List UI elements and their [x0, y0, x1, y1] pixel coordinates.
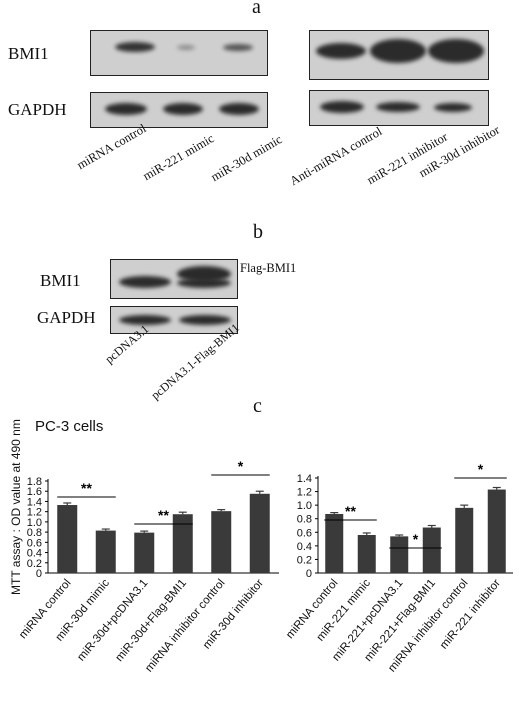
band: [179, 315, 231, 325]
significance-label: *: [238, 458, 244, 474]
significance-label: *: [478, 461, 484, 477]
band: [163, 103, 203, 115]
panel-a-bmi1-label: BMI1: [8, 44, 49, 63]
bar: [487, 489, 506, 573]
y-tick-label: 1.8: [27, 476, 42, 488]
panel-b-letter: b: [253, 221, 263, 243]
bar: [134, 532, 155, 573]
panel-b-bmi1-blot: [110, 259, 238, 299]
band: [177, 278, 231, 288]
panel-b-gapdh-blot: [110, 306, 238, 334]
y-tick-label: 0: [306, 568, 312, 580]
panel-b-gapdh-label: GAPDH: [37, 308, 96, 327]
band: [316, 43, 366, 59]
panel-a-gapdh-blot-left: [90, 92, 268, 128]
panel-a-letter: a: [252, 0, 261, 18]
y-tick-label: 1.0: [27, 517, 42, 529]
y-tick-label: 1.2: [297, 487, 312, 499]
flag-bmi1-annotation: Flag-BMI1: [240, 261, 297, 275]
category-label: miR-30d+pcDNA3.1: [75, 577, 150, 663]
y-tick-label: 0.2: [27, 558, 42, 570]
category-label: miR-30d+Flag-BMI1: [114, 577, 190, 664]
panel-a-bmi1-blot-left: [90, 30, 268, 76]
bar: [172, 514, 193, 573]
y-tick-label: 1.2: [27, 507, 42, 519]
bar: [422, 527, 441, 573]
category-label: miR-221 inhibitor: [438, 577, 503, 651]
bar: [357, 535, 376, 573]
panel-c-letter: c: [253, 395, 262, 417]
y-tick-label: 1.4: [27, 496, 42, 508]
y-tick-label: 0.8: [27, 527, 42, 539]
cell-line-label: PC-3 cells: [35, 418, 104, 435]
band: [320, 101, 364, 113]
band: [223, 44, 253, 51]
y-tick-label: 1.6: [27, 486, 42, 498]
y-tick-label: 0.4: [27, 548, 42, 560]
panel-a-gapdh-blot-right: [309, 90, 489, 126]
bar: [325, 513, 344, 573]
band: [119, 315, 171, 325]
bar: [211, 511, 232, 573]
band: [115, 42, 155, 52]
bar: [455, 507, 474, 573]
y-tick-label: 0.8: [297, 514, 312, 526]
y-tick-label: 0.2: [297, 554, 312, 566]
band: [434, 103, 472, 112]
y-tick-label: 1.4: [297, 473, 312, 485]
band: [119, 276, 171, 288]
significance-label: *: [413, 531, 419, 547]
y-tick-label: 0.6: [27, 537, 42, 549]
bar: [57, 505, 78, 573]
y-tick-label: 0.6: [297, 527, 312, 539]
y-tick-label: 0.4: [297, 541, 312, 553]
band: [370, 39, 426, 63]
bar: [390, 536, 409, 573]
band: [376, 102, 420, 112]
bar: [95, 530, 116, 573]
band: [177, 45, 195, 50]
bar: [249, 493, 270, 573]
y-tick-label: 0: [36, 568, 42, 580]
band: [105, 103, 147, 115]
band: [428, 39, 484, 63]
band: [219, 103, 259, 115]
y-tick-label: 1.0: [297, 500, 312, 512]
significance-label: **: [345, 503, 356, 519]
significance-label: **: [158, 507, 169, 523]
significance-label: **: [81, 480, 92, 496]
panel-a-gapdh-label: GAPDH: [8, 100, 67, 119]
panel-b-bmi1-label: BMI1: [40, 271, 81, 290]
panel-a-bmi1-blot-right: [309, 30, 489, 80]
